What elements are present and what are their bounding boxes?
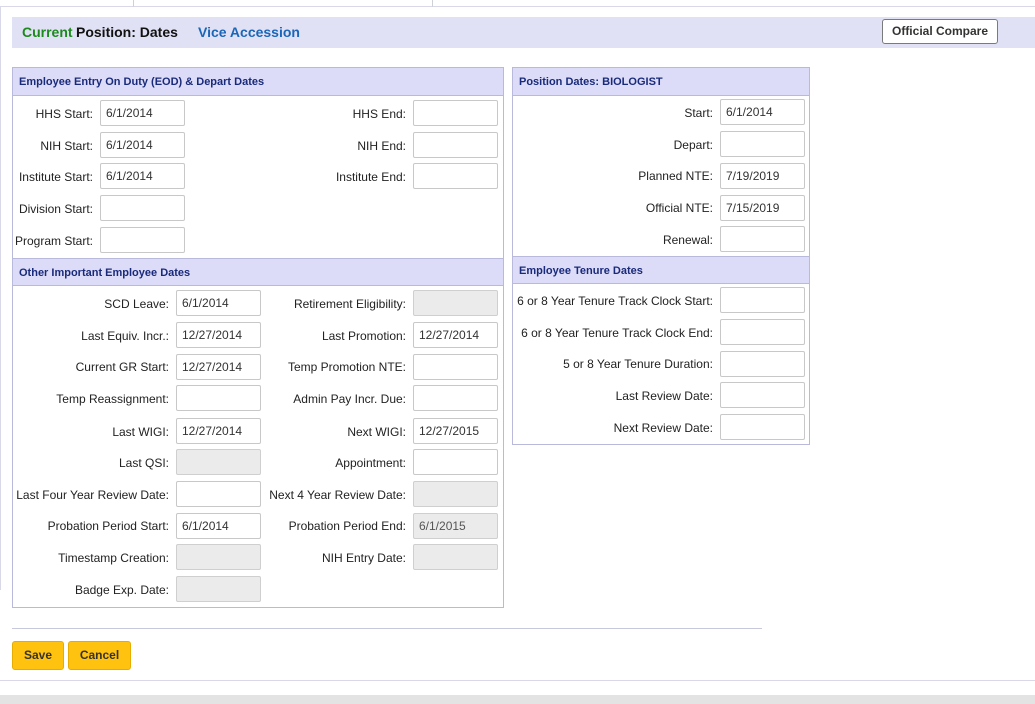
position-dates-header: Position Dates: BIOLOGIST	[513, 68, 809, 96]
page-title: Position: Dates	[76, 24, 178, 40]
admin-pay-incr-input[interactable]	[413, 385, 498, 411]
next-four-year-review-label: Next 4 Year Review Date:	[269, 488, 406, 502]
last-promotion-input[interactable]: 12/27/2014	[413, 322, 498, 348]
eod-panel-header: Employee Entry On Duty (EOD) & Depart Da…	[13, 68, 503, 96]
planned-nte-label: Planned NTE:	[638, 169, 713, 183]
tenure-clock-start-label: 6 or 8 Year Tenure Track Clock Start:	[517, 294, 713, 308]
nih-start-input[interactable]: 6/1/2014	[100, 132, 185, 158]
badge-exp-date-label: Badge Exp. Date:	[74, 583, 169, 597]
nih-start-label: NIH Start:	[40, 139, 93, 153]
next-four-year-review-input	[413, 481, 498, 507]
page-header-bar	[12, 17, 1035, 48]
appointment-label: Appointment:	[335, 456, 406, 470]
nih-end-input[interactable]	[413, 132, 498, 158]
institute-end-input[interactable]	[413, 163, 498, 189]
tenure-clock-end-input[interactable]	[720, 319, 805, 345]
current-gr-start-input[interactable]: 12/27/2014	[176, 354, 261, 380]
official-compare-button[interactable]: Official Compare	[882, 19, 998, 44]
current-label: Current	[22, 24, 73, 40]
next-review-date-input[interactable]	[720, 414, 805, 440]
official-nte-label: Official NTE:	[645, 201, 713, 215]
footer-border	[0, 680, 1035, 681]
retirement-eligibility-input	[413, 290, 498, 316]
temp-reassignment-label: Temp Reassignment:	[56, 392, 169, 406]
retirement-eligibility-label: Retirement Eligibility:	[293, 297, 406, 311]
program-start-label: Program Start:	[14, 234, 93, 248]
division-start-label: Division Start:	[18, 202, 93, 216]
last-wigi-input[interactable]: 12/27/2014	[176, 418, 261, 444]
nih-entry-date-input	[413, 544, 498, 570]
hhs-start-label: HHS Start:	[35, 107, 93, 121]
position-start-input[interactable]: 6/1/2014	[720, 99, 805, 125]
tenure-duration-label: 5 or 8 Year Tenure Duration:	[563, 357, 713, 371]
hhs-end-label: HHS End:	[352, 107, 406, 121]
badge-exp-date-input	[176, 576, 261, 602]
timestamp-creation-label: Timestamp Creation:	[58, 551, 169, 565]
institute-start-input[interactable]: 6/1/2014	[100, 163, 185, 189]
next-wigi-label: Next WIGI:	[347, 425, 406, 439]
probation-end-label: Probation Period End:	[288, 519, 406, 533]
depart-input[interactable]	[720, 131, 805, 157]
probation-start-input[interactable]: 6/1/2014	[176, 513, 261, 539]
program-start-input[interactable]	[100, 227, 185, 253]
probation-end-input: 6/1/2015	[413, 513, 498, 539]
institute-start-label: Institute Start:	[18, 170, 93, 184]
scd-leave-label: SCD Leave:	[104, 297, 169, 311]
temp-promotion-nte-label: Temp Promotion NTE:	[287, 360, 406, 374]
probation-start-label: Probation Period Start:	[47, 519, 169, 533]
last-review-date-label: Last Review Date:	[615, 389, 713, 403]
appointment-input[interactable]	[413, 449, 498, 475]
save-button[interactable]: Save	[12, 641, 64, 670]
tenure-clock-end-label: 6 or 8 Year Tenure Track Clock End:	[521, 326, 713, 340]
actions-divider	[12, 628, 762, 629]
hhs-start-input[interactable]: 6/1/2014	[100, 100, 185, 126]
tab-separator	[432, 0, 433, 7]
tenure-duration-input[interactable]	[720, 351, 805, 377]
next-wigi-input[interactable]: 12/27/2015	[413, 418, 498, 444]
nih-end-label: NIH End:	[357, 139, 406, 153]
footer-band	[0, 695, 1035, 704]
official-nte-input[interactable]: 7/15/2019	[720, 195, 805, 221]
last-equiv-incr-input[interactable]: 12/27/2014	[176, 322, 261, 348]
renewal-input[interactable]	[720, 226, 805, 252]
last-review-date-input[interactable]	[720, 382, 805, 408]
temp-promotion-nte-input[interactable]	[413, 354, 498, 380]
last-four-year-review-label: Last Four Year Review Date:	[16, 488, 169, 502]
division-start-input[interactable]	[100, 195, 185, 221]
other-dates-header: Other Important Employee Dates	[13, 258, 503, 286]
nih-entry-date-label: NIH Entry Date:	[321, 551, 406, 565]
cancel-button[interactable]: Cancel	[68, 641, 131, 670]
position-start-label: Start:	[684, 106, 713, 120]
depart-label: Depart:	[673, 138, 713, 152]
renewal-label: Renewal:	[662, 233, 713, 247]
next-review-date-label: Next Review Date:	[613, 421, 713, 435]
last-wigi-label: Last WIGI:	[112, 425, 169, 439]
last-equiv-incr-label: Last Equiv. Incr.:	[81, 329, 169, 343]
tab-separator	[133, 0, 134, 7]
admin-pay-incr-label: Admin Pay Incr. Due:	[293, 392, 406, 406]
tenure-dates-header: Employee Tenure Dates	[513, 256, 809, 284]
current-gr-start-label: Current GR Start:	[75, 360, 169, 374]
planned-nte-input[interactable]: 7/19/2019	[720, 163, 805, 189]
left-border	[0, 6, 1, 590]
tab-strip-border	[0, 6, 1035, 7]
scd-leave-input[interactable]: 6/1/2014	[176, 290, 261, 316]
hhs-end-input[interactable]	[413, 100, 498, 126]
temp-reassignment-input[interactable]	[176, 385, 261, 411]
vice-accession-link[interactable]: Vice Accession	[198, 24, 300, 40]
last-qsi-label: Last QSI:	[118, 456, 169, 470]
timestamp-creation-input	[176, 544, 261, 570]
last-promotion-label: Last Promotion:	[321, 329, 406, 343]
last-qsi-input	[176, 449, 261, 475]
tenure-clock-start-input[interactable]	[720, 287, 805, 313]
institute-end-label: Institute End:	[335, 170, 406, 184]
last-four-year-review-input[interactable]	[176, 481, 261, 507]
